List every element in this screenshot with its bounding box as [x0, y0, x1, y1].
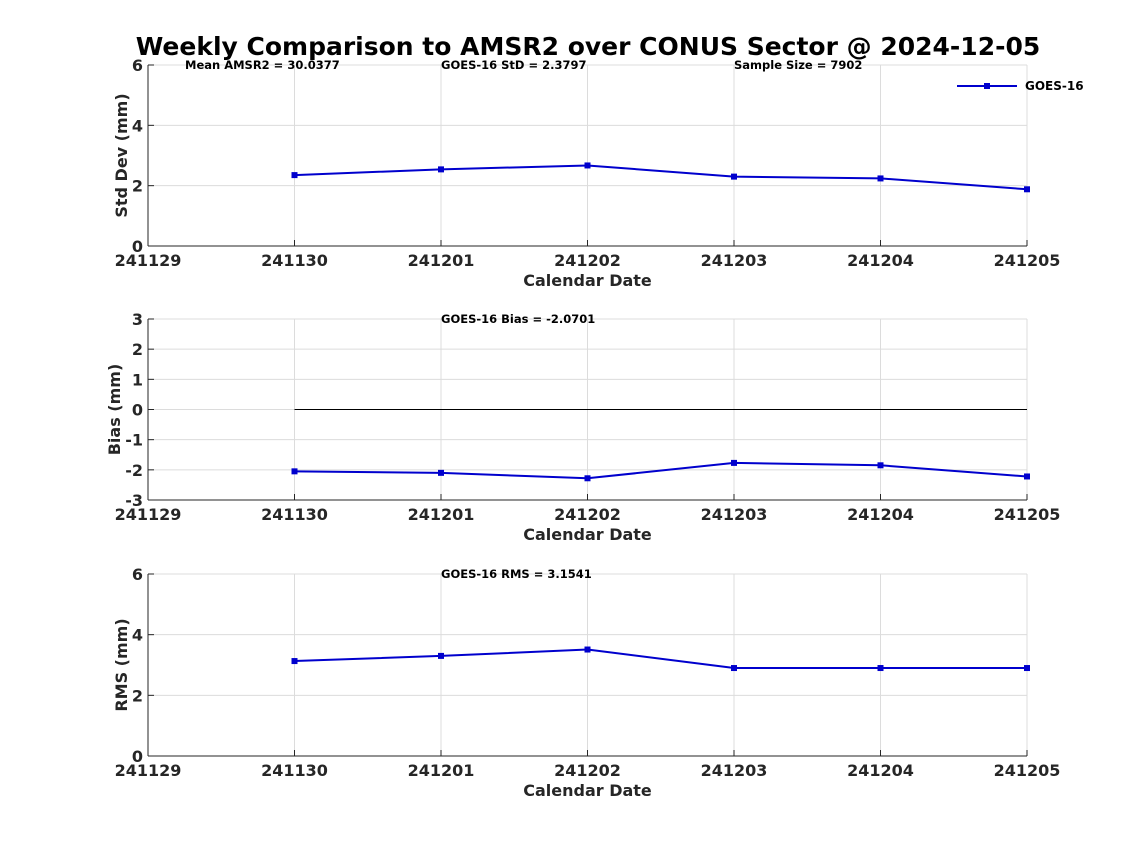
x-tick-label: 241202: [554, 251, 621, 270]
data-point: [291, 658, 298, 665]
x-tick-label: 241130: [261, 505, 328, 524]
data-point: [438, 652, 444, 659]
x-tick-label: 241203: [701, 761, 768, 780]
x-tick-label: 241204: [847, 505, 914, 524]
series-line-goes16: [294, 461, 1028, 480]
y-tick-label: 3: [132, 310, 143, 329]
y-tick-label: 2: [132, 686, 143, 705]
legend-entry-goes16: GOES-16: [1025, 79, 1084, 93]
x-tick-label: 241201: [408, 761, 475, 780]
y-tick-label: 6: [132, 565, 143, 584]
data-point: [438, 166, 444, 173]
y-tick-label: -3: [125, 491, 143, 510]
x-tick-label: 241202: [554, 761, 621, 780]
subplot-2: -3 -2 -1 0 1 2 3 241129 241130 241201 241202 241203…: [105, 310, 1060, 544]
y-axis-label: RMS (mm): [112, 618, 131, 711]
stat-annotation: Sample Size = 7902: [734, 58, 862, 72]
x-tick-label: 241204: [847, 761, 914, 780]
data-point: [291, 172, 298, 179]
stat-annotation: GOES-16 StD = 2.3797: [441, 58, 586, 72]
subplot-3: 0 2 4 6 241129 241130 241201 241202 241203 241204…: [112, 565, 1060, 800]
x-axis-label: Calendar Date: [523, 525, 652, 544]
y-tick-label: 4: [132, 626, 143, 645]
legend-marker: [984, 83, 990, 89]
x-tick-label: 241129: [115, 505, 182, 524]
y-tick-label: 2: [132, 340, 143, 359]
y-axis-label: Std Dev (mm): [112, 93, 131, 217]
y-tick-label: 6: [132, 56, 143, 75]
y-tick-label: 0: [132, 237, 143, 256]
x-axis-label: Calendar Date: [523, 781, 652, 800]
y-tick-label: 0: [132, 401, 143, 420]
x-tick-label: 241129: [115, 251, 182, 270]
y-tick-label: -1: [125, 431, 143, 450]
data-point: [1024, 473, 1030, 480]
y-tick-label: 0: [132, 747, 143, 766]
x-tick-label: 241201: [408, 505, 475, 524]
y-tick-label: 4: [132, 116, 143, 135]
series-line-goes16: [294, 164, 1028, 191]
subplot-1: 0 2 4 6 241129 241130 241201 241202 241203 241204…: [112, 56, 1084, 290]
data-point: [584, 646, 591, 653]
data-point: [731, 459, 737, 466]
data-point: [731, 173, 737, 180]
x-tick-label: 241203: [701, 251, 768, 270]
y-axis-label: Bias (mm): [105, 364, 124, 456]
y-tick-label: -2: [125, 461, 143, 480]
x-tick-label: 241203: [701, 505, 768, 524]
x-tick-label: 241202: [554, 505, 621, 524]
x-tick-label: 241205: [994, 761, 1061, 780]
data-point: [731, 665, 737, 672]
x-tick-label: 241130: [261, 761, 328, 780]
x-tick-label: 241205: [994, 505, 1061, 524]
y-tick-label: 1: [132, 370, 143, 389]
x-tick-label: 241130: [261, 251, 328, 270]
series-line-goes16: [294, 648, 1027, 670]
data-point: [584, 162, 591, 169]
data-point: [1024, 665, 1030, 672]
x-tick-label: 241201: [408, 251, 475, 270]
x-tick-label: 241204: [847, 251, 914, 270]
data-point: [877, 462, 884, 469]
x-axis-label: Calendar Date: [523, 271, 652, 290]
x-tick-label: 241129: [115, 761, 182, 780]
data-point: [291, 468, 298, 475]
stat-annotation: GOES-16 RMS = 3.1541: [441, 567, 592, 581]
stat-annotation: Mean AMSR2 = 30.0377: [185, 58, 340, 72]
data-point: [584, 475, 591, 482]
data-point: [877, 175, 884, 182]
x-tick-label: 241205: [994, 251, 1061, 270]
data-point: [438, 469, 444, 476]
data-point: [1024, 186, 1030, 193]
stat-annotation: GOES-16 Bias = -2.0701: [441, 312, 595, 326]
data-point: [877, 665, 884, 672]
figure-title: Weekly Comparison to AMSR2 over CONUS Se…: [136, 32, 1041, 61]
y-tick-label: 2: [132, 177, 143, 196]
